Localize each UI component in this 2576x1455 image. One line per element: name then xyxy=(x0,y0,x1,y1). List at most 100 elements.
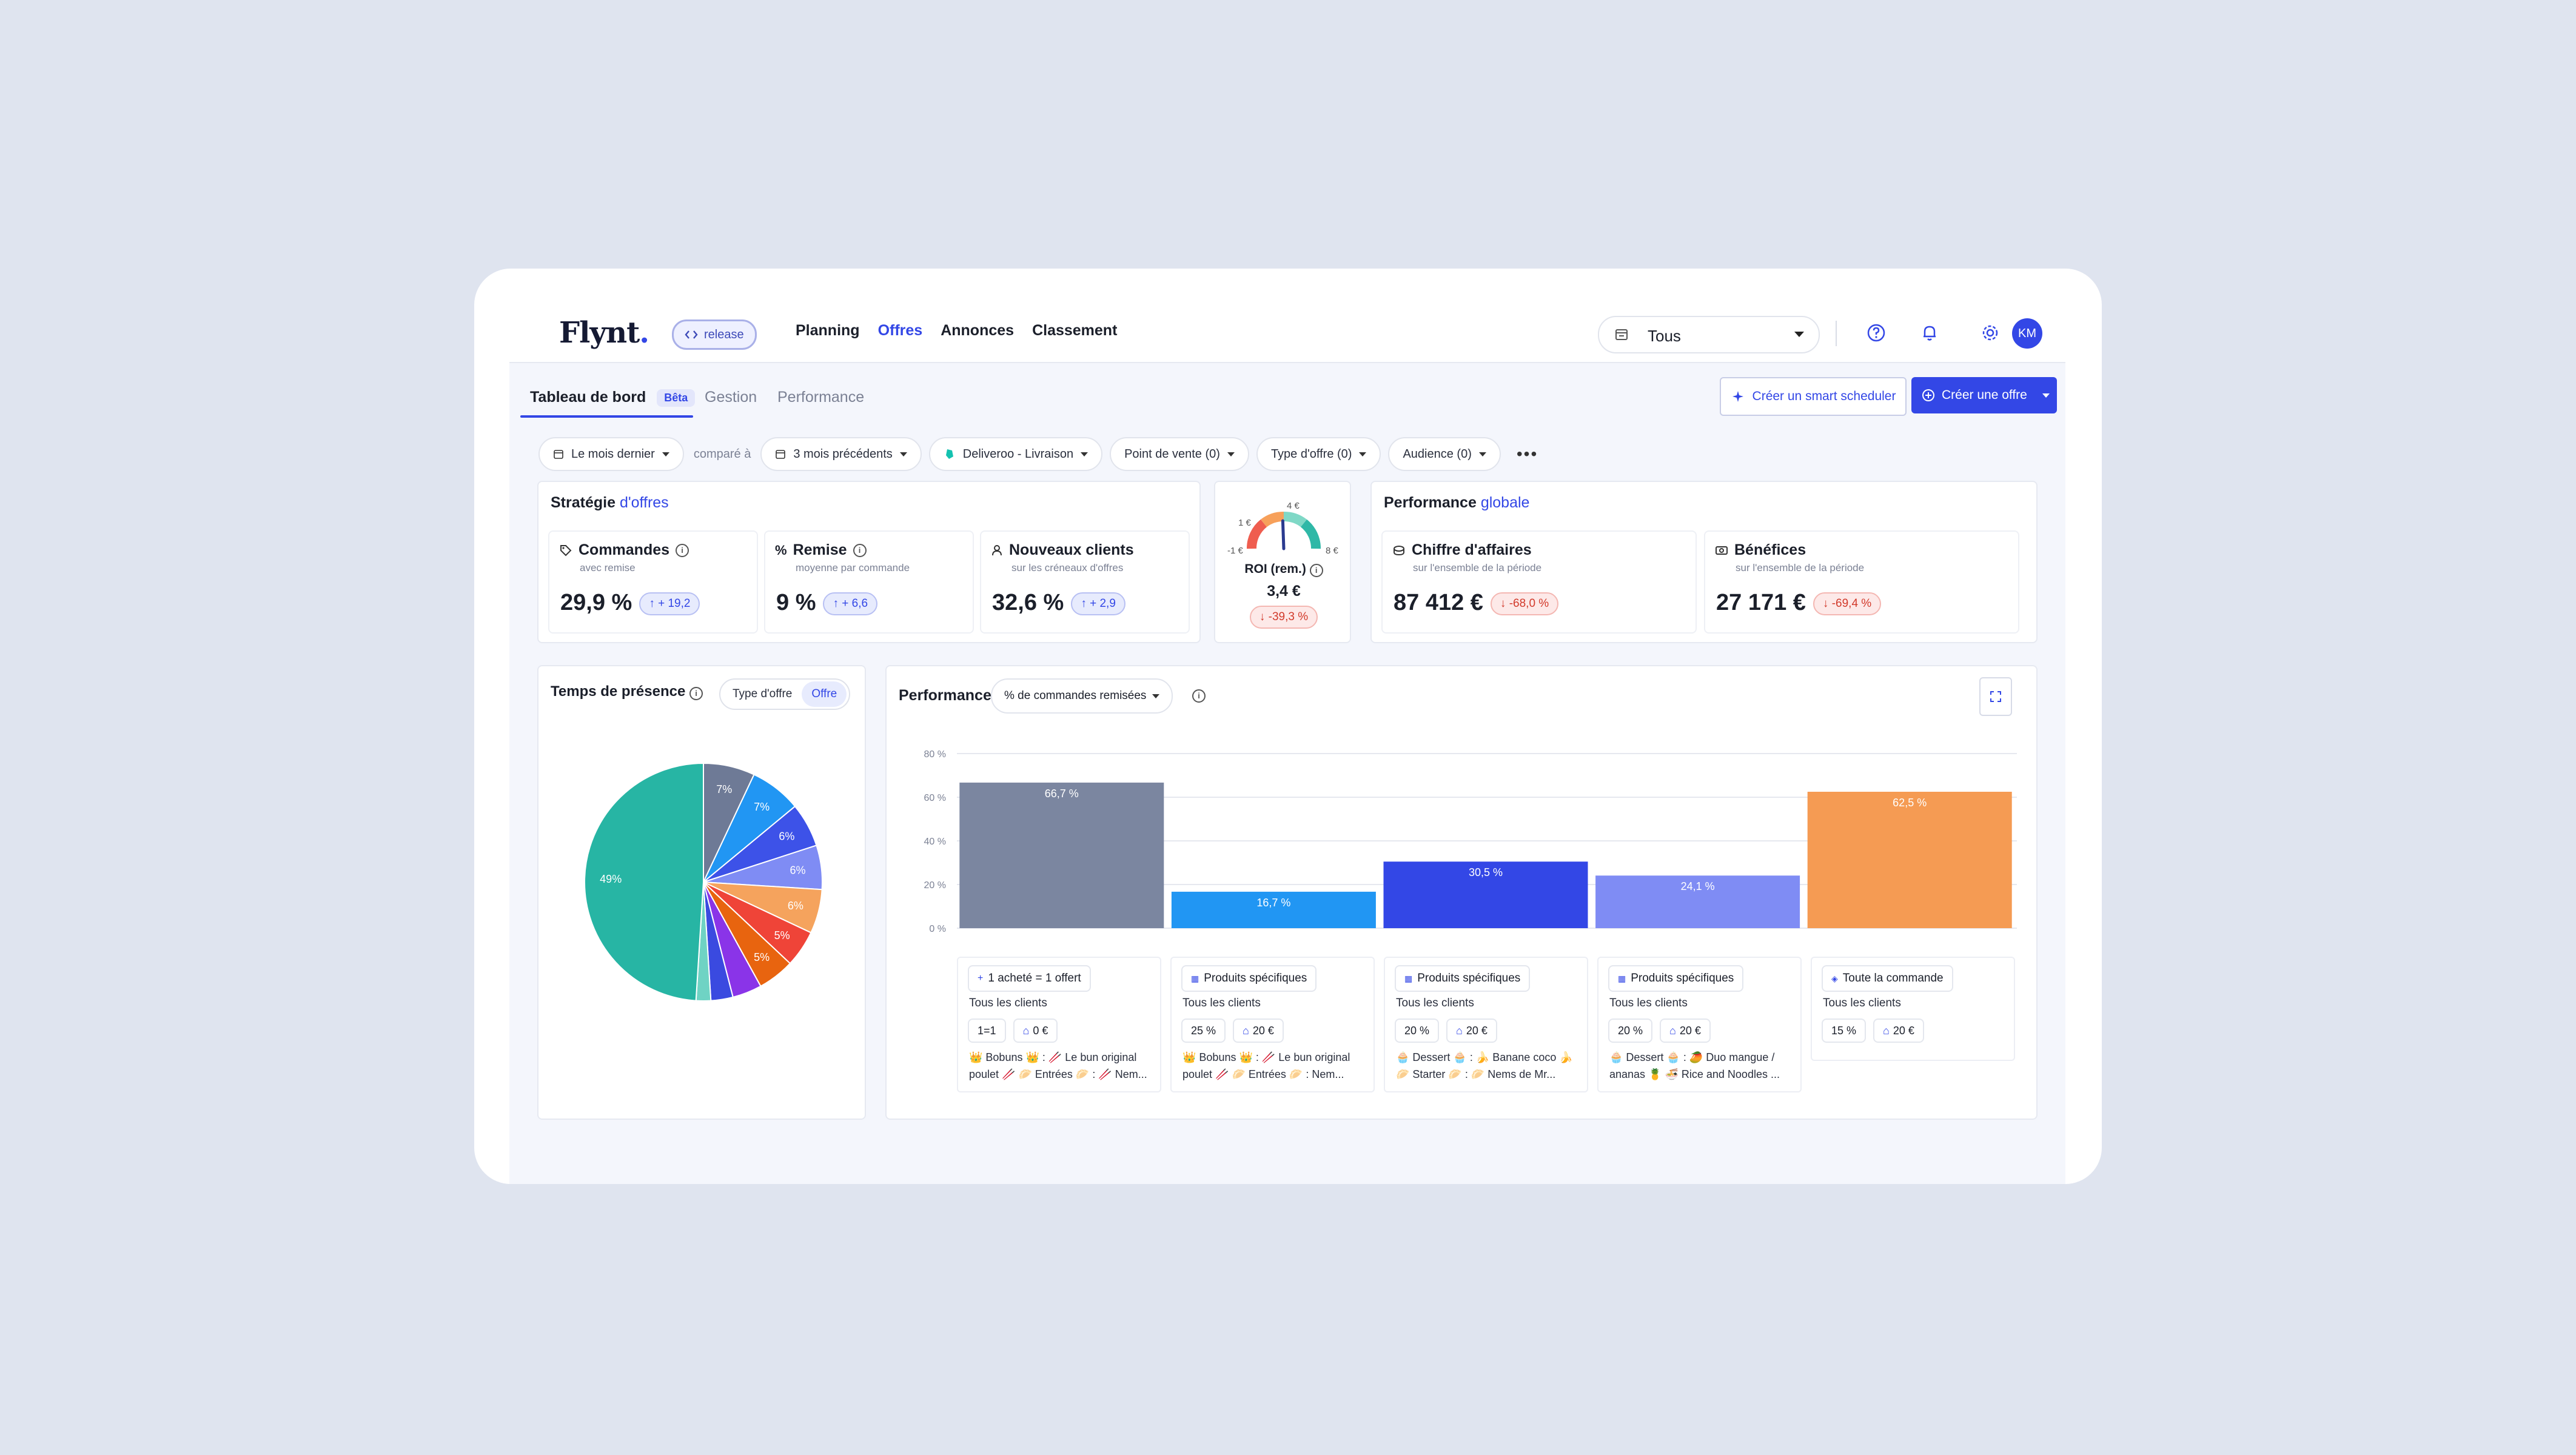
bar[interactable] xyxy=(1807,792,2012,928)
performance-bar-chart: 0 % 20 % 40 % 60 % 80 % 66,7 % 16,7 % 30,5 % 24,… xyxy=(924,749,2017,934)
offer-card[interactable]: ▦ Produits spécifiques Tous les clients 2… xyxy=(1170,957,1375,1092)
compare-period-filter[interactable]: 3 mois précédents xyxy=(760,437,922,471)
bar-value-label: 24,1 % xyxy=(1681,880,1715,892)
delta-badge: ↓ -68,0 % xyxy=(1490,592,1559,615)
coins-icon xyxy=(1394,545,1404,555)
tab-performance[interactable]: Performance xyxy=(777,389,865,406)
calendar-icon xyxy=(554,450,563,459)
top-bar: Flynt. release Planning Offres Annonces … xyxy=(509,304,2065,363)
offer-card[interactable]: ▦ Produits spécifiques Tous les clients 2… xyxy=(1597,957,1802,1092)
pie-slice-label: 6% xyxy=(788,900,803,912)
info-icon[interactable]: i xyxy=(676,543,689,557)
more-filters-button[interactable]: ••• xyxy=(1516,444,1538,463)
bar[interactable] xyxy=(959,782,1164,928)
y-tick-label: 20 % xyxy=(924,880,946,891)
kpi-new-clients: Nouveaux clients sur les créneaux d'offr… xyxy=(980,530,1190,634)
product-icon: ▦ xyxy=(1618,973,1626,983)
nav-planning[interactable]: Planning xyxy=(796,322,860,339)
y-tick-label: 0 % xyxy=(929,924,946,934)
toggle-offer-type[interactable]: Type d'offre xyxy=(733,687,793,700)
bar[interactable] xyxy=(1171,891,1376,928)
bar-value-label: 16,7 % xyxy=(1256,897,1290,909)
smart-scheduler-button[interactable]: Créer un smart scheduler xyxy=(1720,377,1907,416)
delta-badge: ↑ + 6,6 xyxy=(823,592,878,615)
platform-filter[interactable]: Deliveroo - Livraison xyxy=(928,437,1103,471)
expand-button[interactable] xyxy=(1979,677,2012,716)
info-icon[interactable]: i xyxy=(853,543,867,557)
expand-icon xyxy=(1990,691,2001,702)
global-title: Performance globale xyxy=(1384,494,1530,511)
beta-badge: Bêta xyxy=(657,389,696,407)
divider xyxy=(1836,321,1837,346)
nav-offres[interactable]: Offres xyxy=(877,322,923,339)
tab-gestion[interactable]: Gestion xyxy=(705,389,757,406)
pie-slice-label: 5% xyxy=(774,929,790,942)
filter-bar: Le mois dernier comparé à 3 mois précéde… xyxy=(538,437,1546,471)
audience-filter[interactable]: Audience (0) xyxy=(1388,437,1501,471)
compare-label: comparé à xyxy=(693,447,751,461)
basket-icon: ⌂ xyxy=(1669,1024,1676,1037)
pie-slice[interactable] xyxy=(584,762,704,1002)
pie-slice-label: 7% xyxy=(716,783,732,795)
gauge-needle xyxy=(1281,519,1286,550)
release-badge[interactable]: release xyxy=(672,319,757,350)
bell-icon[interactable] xyxy=(1917,321,1942,345)
help-icon[interactable] xyxy=(1864,321,1888,345)
pie-slice-label: 7% xyxy=(754,801,770,813)
y-tick-label: 40 % xyxy=(924,837,946,847)
app-window: Flynt. release Planning Offres Annonces … xyxy=(509,304,2065,1184)
bar-value-label: 66,7 % xyxy=(1045,788,1079,800)
logo[interactable]: Flynt. xyxy=(559,316,649,350)
info-icon[interactable]: i xyxy=(689,687,703,700)
offer-card[interactable]: ◈ Toute la commande Tous les clients 15 %… xyxy=(1811,957,2015,1061)
kpi-orders: Commandes i avec remise 29,9 % ↑ + 19,2 xyxy=(548,530,758,634)
nav-annonces[interactable]: Annonces xyxy=(941,322,1015,339)
presence-title: Temps de présence i xyxy=(551,683,703,700)
metric-select[interactable]: % de commandes remisées xyxy=(991,678,1173,714)
roi-panel: -1 € 1 € 4 € 8 € ROI (rem.) i 3,4 € ↓ -3… xyxy=(1214,481,1351,643)
store-select[interactable]: Tous xyxy=(1598,316,1820,353)
kpi-revenue: Chiffre d'affaires sur l'ensemble de la … xyxy=(1381,530,1697,634)
bar[interactable] xyxy=(1595,875,1800,928)
pie-slice-label: 6% xyxy=(790,864,806,876)
roi-title: ROI (rem.) i xyxy=(1215,562,1352,577)
basket-icon: ⌂ xyxy=(1883,1024,1890,1037)
basket-icon: ⌂ xyxy=(1456,1024,1463,1037)
sub-tabs: Tableau de bord Bêta Gestion Performance xyxy=(509,362,2065,429)
info-icon[interactable]: i xyxy=(1192,689,1206,703)
pie-slice-label: 49% xyxy=(600,873,622,885)
avatar[interactable]: KM xyxy=(2012,318,2042,349)
gauge-label-min: -1 € xyxy=(1227,546,1244,556)
toggle-offer[interactable]: Offre xyxy=(802,681,847,707)
tab-dashboard[interactable]: Tableau de bord Bêta xyxy=(530,389,696,407)
bar[interactable] xyxy=(1383,861,1588,928)
gauge-label-max: 8 € xyxy=(1326,546,1339,556)
presence-toggle: Type d'offre Offre xyxy=(719,678,851,710)
strategy-panel: Stratégie d'offres Commandes i avec remis… xyxy=(537,481,1201,643)
roi-value: 3,4 € xyxy=(1267,583,1301,600)
gauge-label-high: 4 € xyxy=(1287,501,1300,511)
calendar-icon xyxy=(776,450,786,459)
create-offer-button[interactable]: Créer une offre xyxy=(1911,377,2057,413)
cash-icon xyxy=(1716,546,1728,555)
presence-pie-chart: 7% 7% 6% 6% 6% 5% 5% 49% xyxy=(584,762,823,1002)
pie-slice-label: 6% xyxy=(779,830,794,842)
offer-card[interactable]: +1 acheté = 1 offert Tous les clients 1=… xyxy=(957,957,1161,1092)
bar-value-label: 62,5 % xyxy=(1893,797,1927,809)
sparkle-icon xyxy=(1732,391,1743,402)
offer-type-filter[interactable]: Type d'offre (0) xyxy=(1256,437,1381,471)
user-icon xyxy=(992,544,1002,555)
point-of-sale-filter[interactable]: Point de vente (0) xyxy=(1110,437,1249,471)
browser-frame: Flynt. release Planning Offres Annonces … xyxy=(474,269,2102,1184)
basket-icon: ⌂ xyxy=(1022,1024,1030,1037)
roi-gauge: -1 € 1 € 4 € 8 € xyxy=(1227,501,1339,556)
gear-icon[interactable] xyxy=(1978,321,2002,345)
performance-chart-panel: Performance % de commandes remisées i 0 … xyxy=(885,665,2038,1120)
nav-classement[interactable]: Classement xyxy=(1032,322,1118,339)
y-tick-label: 60 % xyxy=(924,793,946,803)
period-filter[interactable]: Le mois dernier xyxy=(538,437,684,471)
info-icon[interactable]: i xyxy=(1309,564,1323,577)
chevron-down-icon[interactable] xyxy=(2035,377,2057,413)
offer-card[interactable]: ▦ Produits spécifiques Tous les clients 2… xyxy=(1384,957,1588,1092)
delta-badge: ↓ -69,4 % xyxy=(1813,592,1882,615)
